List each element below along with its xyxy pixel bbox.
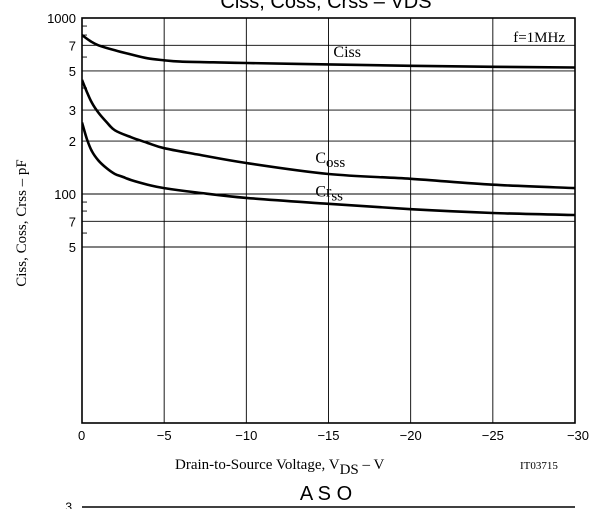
x-tick-label: −30 (567, 428, 589, 443)
series-label: Coss (315, 150, 345, 171)
y-axis-label: Ciss, Coss, Crss – pF (14, 159, 30, 287)
y-tick-labels: 1000 7 5 3 2 100 7 5 (47, 11, 76, 255)
plot-frame (81, 17, 576, 424)
y-tick-label: 5 (69, 240, 76, 255)
series-line-ciss (82, 34, 575, 69)
x-axis-label: Drain-to-Source Voltage, VDS – V (175, 457, 384, 478)
figure-id: IT03715 (520, 460, 558, 472)
series-labels: Ciss Coss Crss (315, 44, 361, 204)
minor-ticks (82, 25, 87, 234)
y-tick-label: 2 (69, 134, 76, 149)
grid (82, 18, 575, 423)
y-tick-label: 5 (69, 64, 76, 79)
y-tick-label: 3 (69, 103, 76, 118)
y-tick-label: 1000 (47, 11, 76, 26)
x-axis-label-suffix: – V (359, 457, 385, 473)
next-section-title: A S O (300, 483, 352, 505)
chart-title-partial: Ciss, Coss, Crss – VDS (220, 0, 431, 13)
y-tick-label: 7 (69, 38, 76, 53)
x-tick-label: −10 (235, 428, 257, 443)
frequency-annotation: f=1MHz (513, 30, 565, 46)
x-tick-label: −20 (400, 428, 422, 443)
x-tick-label: 0 (78, 428, 85, 443)
next-section-y-tick: 3 (65, 500, 72, 509)
series-lines (82, 34, 575, 217)
x-axis-label-main: Drain-to-Source Voltage, V (175, 457, 340, 473)
y-tick-label: 100 (54, 187, 76, 202)
y-tick-label: 7 (69, 214, 76, 229)
series-line-coss (82, 79, 575, 190)
x-tick-label: −15 (317, 428, 339, 443)
series-line-crss (82, 122, 575, 217)
series-label: Ciss (333, 44, 361, 61)
x-tick-labels: 0 −5 −10 −15 −20 −25 −30 (78, 428, 589, 443)
x-tick-label: −25 (482, 428, 504, 443)
x-tick-label: −5 (157, 428, 172, 443)
series-label: Crss (315, 183, 343, 204)
x-axis-label-subscript: DS (340, 462, 359, 478)
